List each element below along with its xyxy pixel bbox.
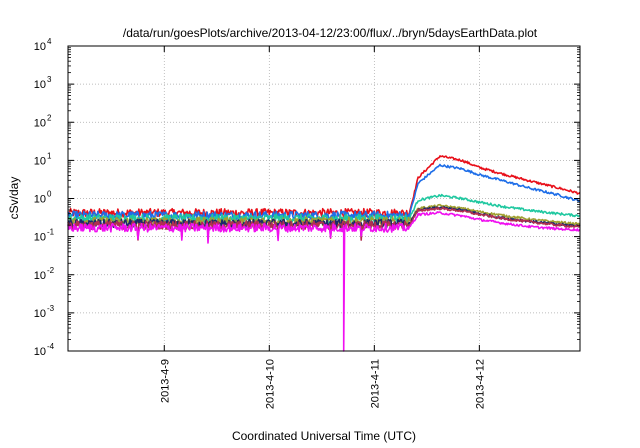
y-tick-label: 10 [34, 346, 46, 358]
x-tick-label: 2013-4-12 [474, 359, 486, 409]
y-tick-label: 10 [34, 41, 46, 53]
x-tick-label: 2013-4-10 [264, 359, 276, 409]
y-tick-exponent: -3 [47, 304, 55, 313]
y-tick-label: 10 [34, 194, 46, 206]
y-tick-exponent: -2 [47, 266, 55, 275]
series-line [67, 211, 581, 352]
y-tick-exponent: 2 [47, 113, 52, 122]
grid [68, 46, 580, 351]
y-tick-exponent: -4 [47, 342, 55, 351]
y-axis-label: cSv/day [7, 177, 21, 220]
y-tick-label: 10 [34, 155, 46, 167]
plot-series [67, 155, 581, 352]
x-tick-label: 2013-4-9 [159, 359, 171, 403]
y-tick-label: 10 [34, 308, 46, 320]
y-tick-exponent: 4 [47, 37, 52, 46]
chart-title: /data/run/goesPlots/archive/2013-04-12/2… [123, 26, 538, 40]
x-tick-label: 2013-4-11 [369, 359, 381, 408]
y-tick-exponent: -1 [47, 228, 55, 237]
y-tick-exponent: 0 [47, 190, 52, 199]
y-tick-exponent: 3 [47, 75, 52, 84]
y-tick-label: 10 [34, 117, 46, 129]
series-line [67, 155, 581, 218]
y-tick-label: 10 [34, 232, 46, 244]
y-tick-label: 10 [34, 270, 46, 282]
x-axis-label: Coordinated Universal Time (UTC) [232, 429, 416, 443]
y-tick-label: 10 [34, 79, 46, 91]
y-tick-exponent: 1 [47, 151, 52, 160]
x-axis: 2013-4-9 2013-4-10 2013-4-11 2013-4-12 [159, 46, 486, 409]
